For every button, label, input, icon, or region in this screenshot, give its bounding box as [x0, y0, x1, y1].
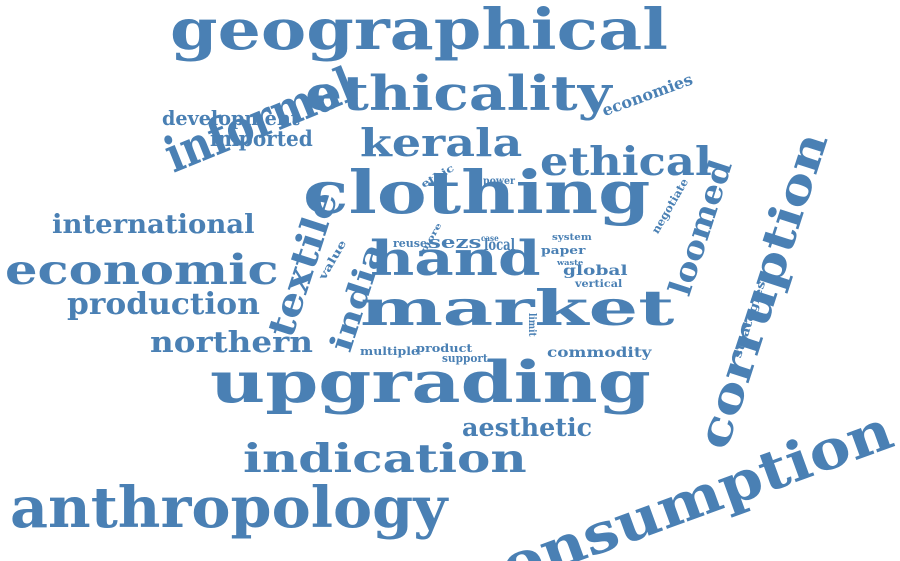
word-vertical: vertical: [575, 279, 623, 290]
word-reuse: reuse: [393, 237, 427, 250]
word-support: support: [442, 352, 488, 365]
word-northern: northern: [150, 325, 313, 359]
word-case: case: [481, 233, 499, 243]
word-development: development: [162, 106, 300, 130]
word-ethical: ethical: [540, 139, 712, 185]
word-power: power: [483, 176, 515, 187]
word-anthropology: anthropology: [10, 475, 448, 541]
word-indication: indication: [243, 436, 527, 482]
word-kerala: kerala: [360, 120, 523, 165]
word-waste: waste: [557, 258, 584, 267]
word-paper: paper: [541, 244, 586, 257]
word-system: system: [552, 233, 592, 243]
word-market: market: [360, 279, 675, 337]
word-product: product: [416, 342, 473, 355]
word-clothing: clothing: [303, 158, 651, 227]
word-global: global: [563, 263, 628, 279]
word-production: production: [67, 287, 260, 322]
word-sezs: sezs: [428, 233, 482, 253]
word-economic: economic: [5, 246, 279, 294]
word-geographical: geographical: [170, 0, 669, 63]
word-imported: imported: [210, 126, 313, 151]
word-local: local: [484, 235, 515, 254]
word-upgrading: upgrading: [210, 349, 651, 416]
word-commodity: commodity: [547, 345, 652, 361]
word-aesthetic: aesthetic: [462, 413, 593, 442]
word-ethicality: ethicality: [305, 66, 612, 122]
word-hand: hand: [370, 231, 541, 287]
word-multiple: multiple: [360, 345, 419, 358]
word-economies: economies: [599, 69, 696, 120]
word-international: international: [52, 210, 255, 240]
